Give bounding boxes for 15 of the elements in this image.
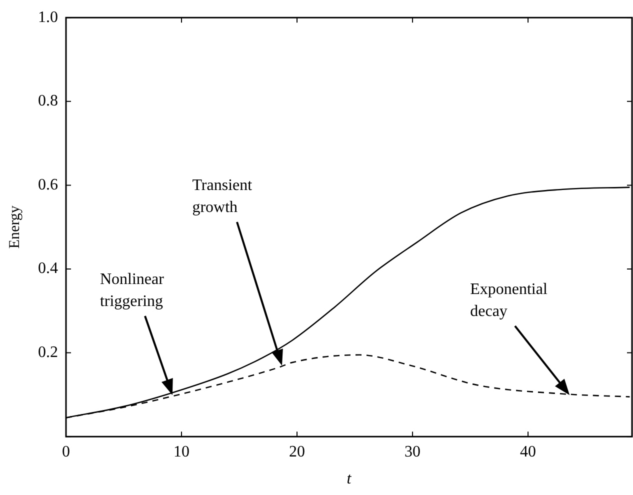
annotation: Transient growth bbox=[192, 176, 252, 218]
x-axis-title: t bbox=[346, 470, 352, 488]
annotation: Nonlinear triggering bbox=[100, 270, 164, 312]
x-tick-label: 0 bbox=[62, 443, 70, 460]
annotation: Exponential decay bbox=[470, 280, 548, 322]
x-tick-label: 20 bbox=[289, 443, 306, 460]
y-tick-label: 0.6 bbox=[38, 176, 58, 194]
x-tick-label: 40 bbox=[520, 443, 536, 460]
x-tick-label: 30 bbox=[404, 443, 421, 460]
y-tick-label: 0.2 bbox=[38, 344, 58, 362]
y-tick-label: 0.4 bbox=[38, 260, 58, 278]
y-tick-label: 1.0 bbox=[38, 8, 58, 26]
x-tick-label: 10 bbox=[174, 443, 190, 460]
y-axis-title: Energy bbox=[6, 205, 23, 249]
y-tick-label: 0.8 bbox=[38, 92, 58, 110]
